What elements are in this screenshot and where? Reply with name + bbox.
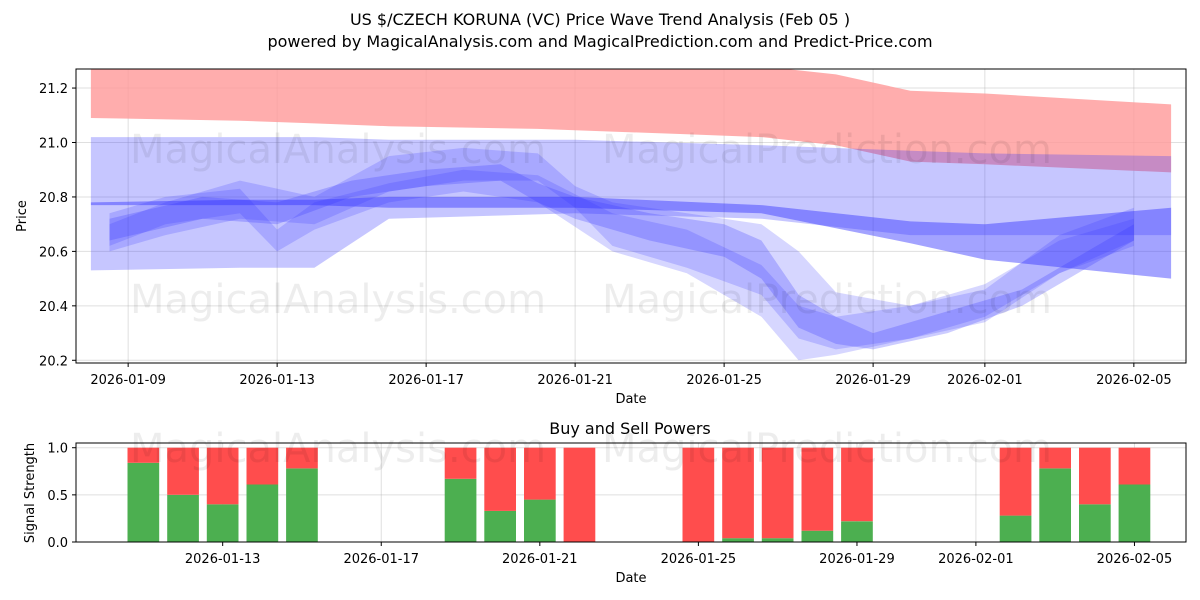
signal-x-tick-label: 2026-01-17 xyxy=(343,552,419,567)
signal-chart-title: Buy and Sell Powers xyxy=(549,419,711,438)
signal-x-tick-label: 2026-02-05 xyxy=(1097,552,1173,567)
red-resistance-band xyxy=(90,69,1172,173)
price-y-tick-label: 20.8 xyxy=(39,191,68,206)
sell-bar xyxy=(1039,447,1071,469)
price-chart: MagicalAnalysis.com MagicalPrediction.co… xyxy=(15,68,1187,407)
watermark-6: MagicalPrediction.com xyxy=(602,426,1052,472)
buy-bar xyxy=(524,499,556,542)
price-x-tick-label: 2026-01-13 xyxy=(239,373,315,388)
sell-bar xyxy=(167,447,199,495)
signal-y-tick-label: 1.0 xyxy=(47,442,68,457)
buy-bar xyxy=(722,538,754,542)
buy-bar xyxy=(444,478,477,542)
price-x-tick-label: 2026-01-29 xyxy=(835,373,911,388)
watermark-2: MagicalPrediction.com xyxy=(602,127,1052,173)
signal-x-tick-label: 2026-01-29 xyxy=(819,552,895,567)
sell-bar xyxy=(444,447,477,479)
signal-x-tick-label: 2026-01-21 xyxy=(502,552,578,567)
sell-bar xyxy=(206,447,239,505)
price-x-tick-label: 2026-02-05 xyxy=(1096,373,1172,388)
signal-y-axis-label: Signal Strength xyxy=(23,443,38,543)
buy-bar xyxy=(127,462,160,542)
signal-x-tick-label: 2026-01-13 xyxy=(185,552,261,567)
buy-bar xyxy=(801,530,834,542)
signal-x-axis-label: Date xyxy=(615,571,646,586)
sell-bar xyxy=(722,447,754,539)
signal-y-tick-label: 0.5 xyxy=(47,489,68,504)
price-y-tick-label: 20.4 xyxy=(39,300,68,315)
price-x-tick-label: 2026-01-17 xyxy=(388,373,464,388)
signal-plot-frame xyxy=(75,442,1187,543)
signal-x-tick-label: 2026-01-25 xyxy=(661,552,737,567)
sell-bar xyxy=(999,447,1032,516)
sell-bar xyxy=(841,447,873,522)
signal-bars xyxy=(127,447,1151,542)
buy-bar xyxy=(286,468,318,542)
sell-bar xyxy=(1118,447,1151,485)
price-plot-frame xyxy=(75,68,1187,364)
blue-wave-band-2 xyxy=(90,196,1172,279)
watermark-1: MagicalAnalysis.com xyxy=(130,127,546,173)
blue-band-group xyxy=(90,137,1172,361)
price-x-axis-label: Date xyxy=(615,392,646,407)
red-band-group xyxy=(90,69,1172,173)
signal-axis-ticks: 2026-01-13 2026-01-17 2026-01-21 2026-01-25… xyxy=(47,442,1172,567)
buy-bar xyxy=(484,510,516,542)
buy-bar xyxy=(999,515,1032,542)
price-x-tick-label: 2026-01-25 xyxy=(686,373,762,388)
sell-bar xyxy=(246,447,279,485)
watermark-4: MagicalPrediction.com xyxy=(602,277,1052,323)
price-x-tick-label: 2026-02-01 xyxy=(947,373,1023,388)
price-y-tick-label: 21.2 xyxy=(39,82,68,97)
sell-bar xyxy=(563,447,596,542)
blue-wave-band-3 xyxy=(109,147,1134,350)
buy-bar xyxy=(206,504,239,542)
price-x-tick-label: 2026-01-21 xyxy=(537,373,613,388)
price-y-axis-label: Price xyxy=(15,200,30,232)
watermark-3: MagicalAnalysis.com xyxy=(130,277,546,323)
main-title: US $/CZECH KORUNA (VC) Price Wave Trend … xyxy=(350,10,850,29)
blue-wave-band-4 xyxy=(109,169,1134,361)
sell-bar xyxy=(127,447,160,463)
sell-bar xyxy=(801,447,834,531)
price-x-tick-label: 2026-01-09 xyxy=(90,373,166,388)
sell-bar xyxy=(524,447,556,500)
blue-wave-band-1 xyxy=(90,137,1172,271)
price-y-tick-label: 20.2 xyxy=(39,354,68,369)
buy-bar xyxy=(1118,484,1151,542)
buy-bar xyxy=(1039,468,1071,542)
sell-bar xyxy=(761,447,794,539)
buy-bar xyxy=(841,521,873,542)
sell-bar xyxy=(484,447,516,511)
sell-bar xyxy=(682,447,715,542)
signal-y-tick-label: 0.0 xyxy=(47,536,68,551)
watermark-5: MagicalAnalysis.com xyxy=(130,426,546,472)
buy-bar xyxy=(246,484,279,542)
price-y-tick-label: 20.6 xyxy=(39,245,68,260)
sell-bar xyxy=(1079,447,1111,505)
main-subtitle: powered by MagicalAnalysis.com and Magic… xyxy=(267,32,932,51)
sell-bar xyxy=(286,447,318,469)
price-y-tick-label: 21.0 xyxy=(39,137,68,152)
price-axis-ticks: 2026-01-09 2026-01-13 2026-01-17 2026-01-21… xyxy=(39,82,1172,388)
signal-chart: Buy and Sell Powers MagicalAnalysis.com … xyxy=(23,419,1187,586)
buy-bar xyxy=(1079,504,1111,542)
buy-bar xyxy=(167,494,199,542)
buy-bar xyxy=(761,538,794,542)
signal-x-tick-label: 2026-02-01 xyxy=(938,552,1014,567)
